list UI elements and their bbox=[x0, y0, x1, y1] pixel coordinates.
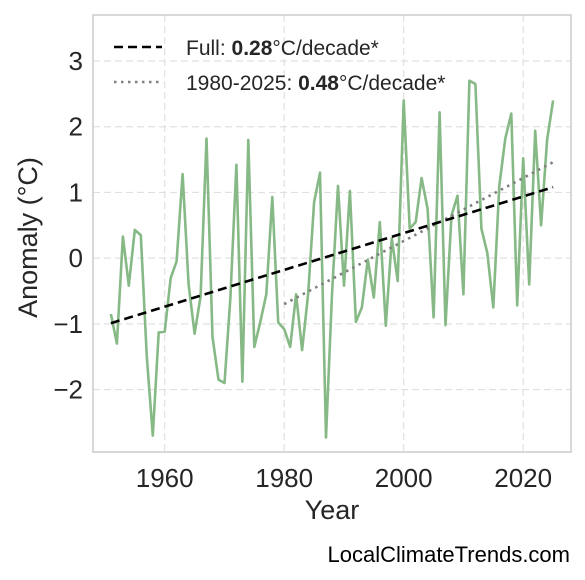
y-tick-label: −1 bbox=[53, 309, 83, 339]
legend-entry-recent: 1980-2025: 0.48°C/decade* bbox=[186, 72, 445, 95]
legend-unit-full: °C/decade* bbox=[272, 37, 378, 60]
plot-lines bbox=[109, 79, 555, 439]
legend-unit-recent: °C/decade* bbox=[339, 72, 445, 95]
legend: Full: 0.28°C/decade* 1980-2025: 0.48°C/d… bbox=[114, 37, 445, 95]
x-axis-label: Year bbox=[305, 495, 360, 525]
grid bbox=[93, 15, 571, 452]
legend-rate-recent: 0.48 bbox=[298, 72, 339, 95]
y-tick-label: 0 bbox=[69, 243, 83, 273]
y-tick-label: 3 bbox=[69, 46, 83, 76]
y-tick-label: 1 bbox=[69, 177, 83, 207]
legend-series-name-recent: 1980-2025 bbox=[186, 72, 286, 95]
trend-line-recent bbox=[283, 161, 554, 306]
tick-labels: 1960 1980 2000 2020 −2 −1 0 1 2 3 bbox=[53, 46, 552, 493]
legend-rate-full: 0.28 bbox=[232, 37, 273, 60]
anomaly-series-line bbox=[109, 79, 555, 439]
plot-frame bbox=[92, 14, 572, 453]
site-credit: LocalClimateTrends.com bbox=[327, 542, 571, 567]
y-tick-label: 2 bbox=[69, 112, 83, 142]
trend-line-full bbox=[110, 185, 554, 325]
x-tick-label: 1960 bbox=[136, 463, 194, 493]
x-tick-label: 1980 bbox=[255, 463, 313, 493]
x-tick-label: 2000 bbox=[375, 463, 433, 493]
legend-entry-full: Full: 0.28°C/decade* bbox=[186, 37, 379, 60]
x-tick-label: 2020 bbox=[494, 463, 552, 493]
legend-series-name-full: Full bbox=[186, 37, 220, 60]
y-axis-label: Anomaly (°C) bbox=[13, 157, 43, 318]
y-tick-label: −2 bbox=[53, 375, 83, 405]
